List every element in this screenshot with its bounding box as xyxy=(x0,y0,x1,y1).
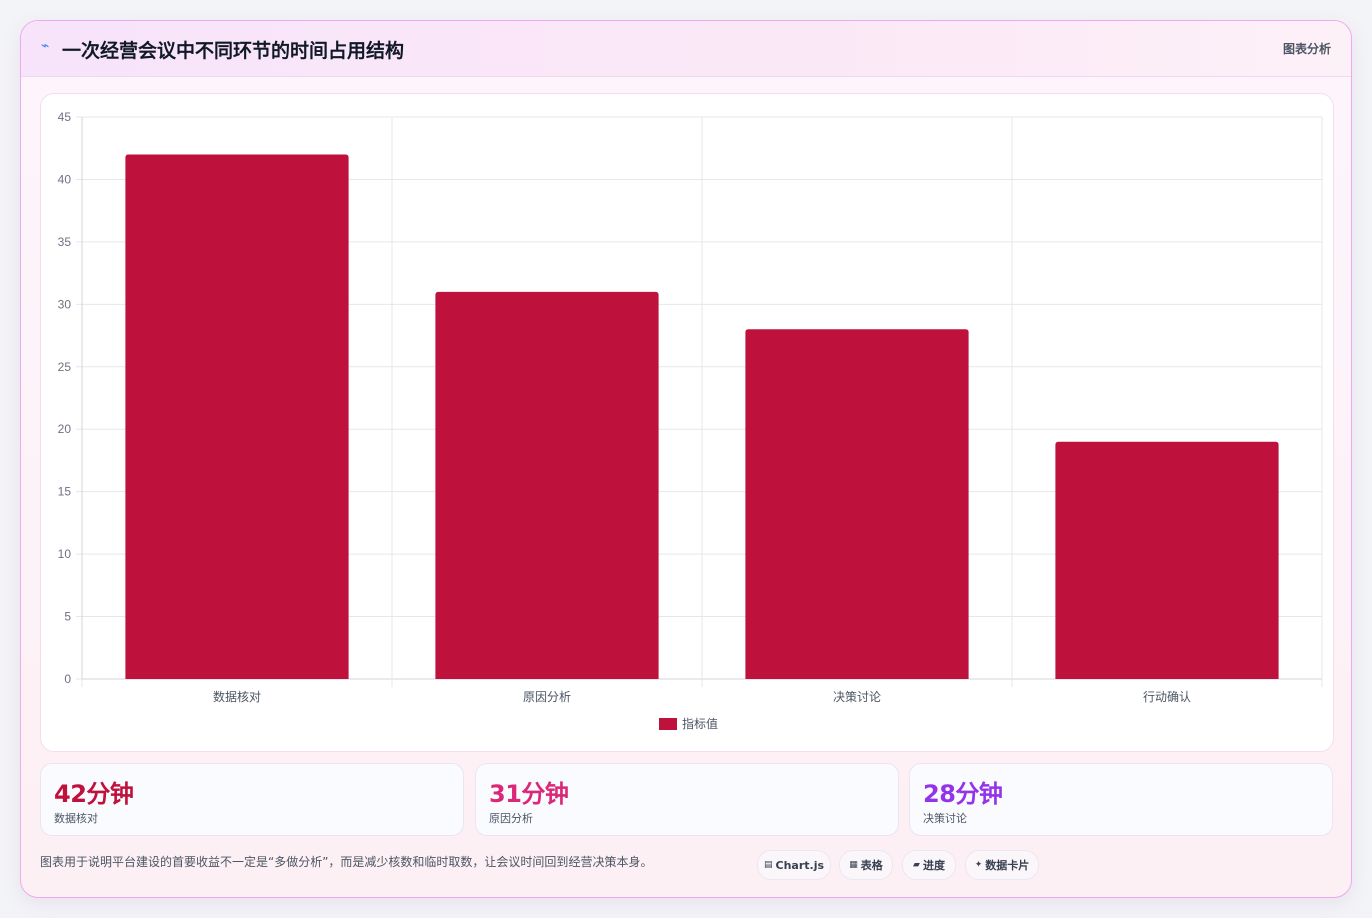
y-tick-label: 30 xyxy=(58,297,72,311)
x-tick-label: 决策讨论 xyxy=(833,690,881,704)
chart-panel: 0 5 10 15 20 25 30 35 40 45 数据核对 原因分析 决策讨论 行动确认指标值 xyxy=(40,93,1334,752)
stat-value: 42分钟 xyxy=(54,780,134,808)
stat-card: 42分钟 数据核对 xyxy=(40,763,464,836)
progress-icon: ▰ xyxy=(913,860,920,870)
pill-label: 表格 xyxy=(860,859,883,872)
legend-swatch xyxy=(659,718,677,730)
x-tick-label: 原因分析 xyxy=(523,690,571,704)
page-title: 一次经营会议中不同环节的时间占用结构 xyxy=(62,40,405,62)
y-tick-label: 40 xyxy=(58,172,72,186)
bar xyxy=(745,329,969,679)
pill-progress[interactable]: ▰ 进度 xyxy=(902,850,956,880)
chart-icon: ▤ xyxy=(763,860,773,870)
bar xyxy=(125,154,349,679)
stat-value: 28分钟 xyxy=(923,780,1003,808)
pill-datacard[interactable]: ✦ 数据卡片 xyxy=(965,850,1039,880)
lightning-icon: ⌁ xyxy=(41,38,50,54)
chart-card: ⌁ 一次经营会议中不同环节的时间占用结构 图表分析 0 5 10 15 20 25 30 35… xyxy=(20,20,1352,898)
y-tick-label: 20 xyxy=(58,422,72,436)
stat-card: 28分钟 决策讨论 xyxy=(909,763,1333,836)
y-tick-label: 0 xyxy=(64,672,71,686)
pill-table[interactable]: ▦ 表格 xyxy=(839,850,893,880)
x-tick-label: 数据核对 xyxy=(213,689,261,704)
y-tick-label: 35 xyxy=(58,235,72,249)
y-tick-label: 15 xyxy=(58,485,72,499)
y-tick-label: 5 xyxy=(64,610,71,624)
stat-card: 31分钟 原因分析 xyxy=(475,763,899,836)
legend-label: 指标值 xyxy=(682,716,718,731)
pill-label: 数据卡片 xyxy=(985,859,1030,872)
stat-label: 数据核对 xyxy=(54,812,98,825)
y-tick-label: 10 xyxy=(58,547,72,561)
bar xyxy=(1055,441,1279,679)
header-tag: 图表分析 xyxy=(1282,42,1331,56)
stat-label: 决策讨论 xyxy=(923,812,967,825)
x-tick-label: 行动确认 xyxy=(1143,690,1191,704)
pill-chartjs[interactable]: ▤ Chart.js xyxy=(757,850,831,880)
sparkle-icon: ✦ xyxy=(974,860,983,870)
bar xyxy=(435,291,659,679)
stat-label: 原因分析 xyxy=(489,812,533,825)
pill-label: 进度 xyxy=(922,859,945,872)
stat-value: 31分钟 xyxy=(489,780,569,808)
y-tick-label: 25 xyxy=(58,360,72,374)
table-icon: ▦ xyxy=(849,860,858,870)
card-header: ⌁ 一次经营会议中不同环节的时间占用结构 图表分析 xyxy=(21,21,1351,77)
footnote: 图表用于说明平台建设的首要收益不一定是“多做分析”，而是减少核数和临时取数，让会… xyxy=(40,855,653,869)
y-tick-label: 45 xyxy=(58,110,72,124)
pill-label: Chart.js xyxy=(775,858,825,872)
